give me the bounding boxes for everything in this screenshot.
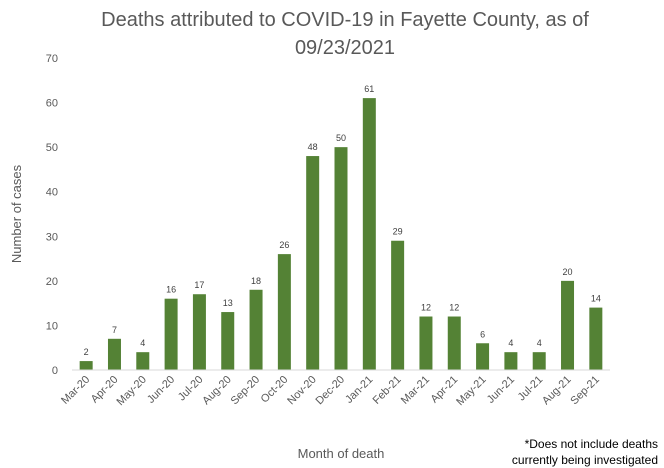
x-axis-label: Month of death <box>298 446 385 461</box>
data-label: 16 <box>166 285 176 295</box>
data-label: 29 <box>393 227 403 237</box>
y-tick-label: 50 <box>46 142 58 154</box>
y-tick-label: 10 <box>46 320 58 332</box>
chart-title-line2: 09/23/2021 <box>294 37 396 59</box>
x-tick-label: Jun-21 <box>485 374 517 406</box>
data-labels: 2 7 4 16 17 13 18 26 48 50 61 29 12 12 6 4 4 20 14 <box>84 84 601 357</box>
x-tick-label: Sep-21 <box>568 374 602 408</box>
x-tick-label: Feb-21 <box>371 374 404 407</box>
bars <box>79 98 603 370</box>
data-label: 13 <box>223 298 233 308</box>
x-tick-label: Mar-20 <box>59 374 92 407</box>
y-axis-ticks: 0 10 20 30 40 50 60 70 <box>46 53 58 377</box>
bar <box>532 352 546 370</box>
y-tick-label: 40 <box>46 187 58 199</box>
bar <box>561 280 575 370</box>
bar <box>476 343 490 370</box>
data-label: 4 <box>537 338 542 348</box>
bar <box>79 361 93 370</box>
data-label: 26 <box>279 240 289 250</box>
y-tick-label: 0 <box>52 365 58 377</box>
x-tick-label: Aug-20 <box>200 374 234 408</box>
bar <box>589 307 603 370</box>
data-label: 20 <box>563 267 573 277</box>
bar <box>447 316 461 370</box>
bar <box>504 352 518 370</box>
data-label: 18 <box>251 276 261 286</box>
bar <box>362 98 376 370</box>
x-tick-label: Jun-20 <box>145 374 177 406</box>
x-tick-label: Sep-20 <box>229 374 263 408</box>
bar <box>306 156 320 370</box>
data-label: 61 <box>364 84 374 94</box>
data-label: 12 <box>421 303 431 313</box>
x-tick-label: Aug-21 <box>540 374 574 408</box>
bar <box>277 254 291 370</box>
bar <box>136 352 150 370</box>
y-axis-label: Number of cases <box>9 164 24 263</box>
data-label: 12 <box>449 303 459 313</box>
bar <box>221 312 235 370</box>
footnote-line1: *Does not include deaths <box>524 437 658 451</box>
data-label: 14 <box>591 294 601 304</box>
footnote: *Does not include deaths currently being… <box>512 436 658 468</box>
data-label: 17 <box>194 280 204 290</box>
x-tick-label: Jan-21 <box>343 374 375 406</box>
y-tick-label: 20 <box>46 276 58 288</box>
data-label: 4 <box>140 338 145 348</box>
bar <box>249 289 263 370</box>
footnote-line2: currently being investigated <box>511 453 658 467</box>
chart-title-line1: Deaths attributed to COVID-19 in Fayette… <box>101 9 589 31</box>
y-tick-label: 60 <box>46 98 58 110</box>
bar <box>391 240 405 370</box>
data-label: 50 <box>336 133 346 143</box>
bar <box>334 147 348 370</box>
data-label: 6 <box>480 329 485 339</box>
y-tick-label: 70 <box>46 53 58 65</box>
data-label: 2 <box>84 347 89 357</box>
x-axis-ticks: Mar-20Apr-20May-20Jun-20Jul-20Aug-20Sep-… <box>59 374 602 408</box>
data-label: 7 <box>112 325 117 335</box>
data-label: 4 <box>508 338 513 348</box>
bar <box>107 338 121 370</box>
bar <box>164 298 178 370</box>
x-tick-label: May-20 <box>114 374 148 408</box>
x-tick-label: Oct-20 <box>259 374 291 406</box>
x-tick-label: Nov-20 <box>285 374 319 408</box>
bar <box>192 294 206 370</box>
x-tick-label: Dec-20 <box>314 374 348 408</box>
data-label: 48 <box>308 142 318 152</box>
x-tick-label: May-21 <box>454 374 488 408</box>
x-tick-label: Mar-21 <box>399 374 432 407</box>
bar <box>419 316 433 370</box>
y-tick-label: 30 <box>46 231 58 243</box>
